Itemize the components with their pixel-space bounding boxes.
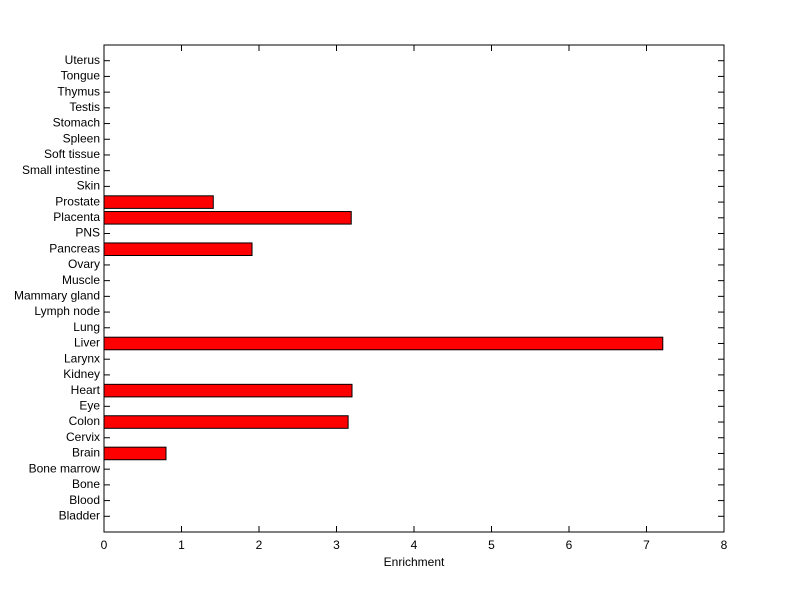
x-tick-label: 2 (256, 538, 263, 552)
y-tick-label: Thymus (57, 84, 100, 98)
y-tick-label: Blood (69, 493, 100, 507)
y-tick-label: Lung (73, 320, 100, 334)
y-tick-label: Larynx (64, 351, 100, 365)
y-tick-label: Mammary gland (14, 289, 100, 303)
y-tick-label: Ovary (68, 257, 100, 271)
y-tick-label: Bladder (59, 508, 100, 522)
bar (103, 195, 214, 209)
bar (103, 383, 353, 398)
bar (103, 415, 349, 429)
y-tick-label: Tongue (61, 69, 101, 83)
x-tick-label: 1 (178, 538, 185, 552)
y-tick-label: Lymph node (34, 304, 100, 318)
y-tick-label: Uterus (65, 53, 100, 67)
bar (103, 211, 352, 225)
y-tick-label: Spleen (63, 131, 100, 145)
plot-frame (103, 44, 725, 533)
x-tick-label: 0 (101, 538, 108, 552)
x-tick-label: 7 (643, 538, 650, 552)
y-tick-label: Soft tissue (44, 147, 100, 161)
y-tick-label: Placenta (53, 210, 100, 224)
y-tick-label: Eye (79, 398, 100, 412)
x-tick-label: 4 (411, 538, 418, 552)
y-tick-label: Kidney (63, 367, 100, 381)
y-tick-label: Heart (71, 383, 101, 397)
bar (103, 336, 664, 351)
x-tick-label: 8 (721, 538, 728, 552)
y-tick-label: Testis (69, 100, 100, 114)
y-tick-label: Bone marrow (29, 461, 101, 475)
x-axis-label: Enrichment (384, 555, 445, 569)
x-tick-label: 6 (566, 538, 573, 552)
y-tick-label: Prostate (55, 194, 100, 208)
y-tick-label: Cervix (66, 430, 100, 444)
y-tick-label: Colon (69, 414, 100, 428)
y-tick-label: Brain (72, 446, 100, 460)
x-tick-label: 5 (488, 538, 495, 552)
bar (103, 446, 167, 461)
y-tick-label: Muscle (62, 273, 100, 287)
bar (103, 242, 253, 257)
x-tick-label: 3 (333, 538, 340, 552)
y-tick-label: Liver (74, 336, 100, 350)
y-tick-label: Bone (72, 477, 100, 491)
y-tick-label: PNS (75, 226, 100, 240)
y-tick-label: Skin (77, 179, 100, 193)
y-tick-label: Small intestine (22, 163, 100, 177)
y-tick-label: Stomach (53, 116, 100, 130)
y-tick-label: Pancreas (49, 241, 100, 255)
